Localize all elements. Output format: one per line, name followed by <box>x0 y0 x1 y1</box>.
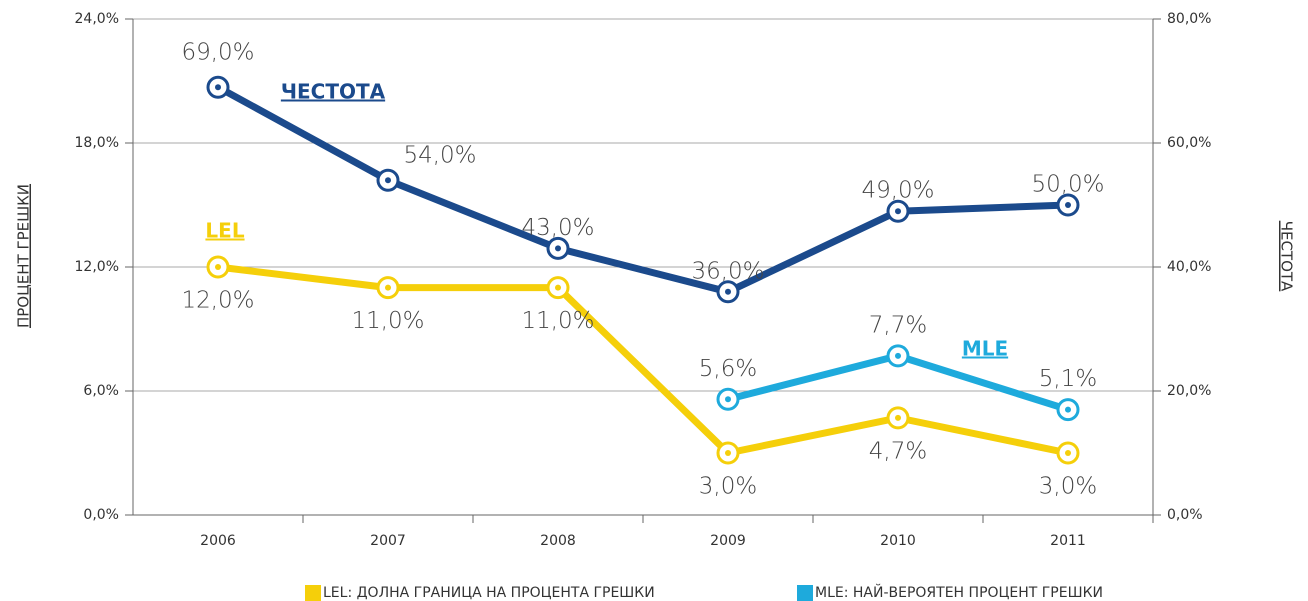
point-center <box>895 352 901 359</box>
legend-label: LEL: ДОЛНА ГРАНИЦА НА ПРОЦЕНТА ГРЕШКИ <box>323 585 655 601</box>
value-label: 36,0% <box>691 258 764 284</box>
y-axis-title: ПРОЦЕНТ ГРЕШКИ <box>15 184 33 328</box>
point-center <box>895 414 901 421</box>
y2-tick-label: 60,0% <box>1167 135 1211 151</box>
point-center <box>895 208 901 215</box>
value-label: 69,0% <box>181 40 254 66</box>
point-center <box>215 264 221 270</box>
x-tick-label: 2009 <box>710 533 746 549</box>
x-tick-label: 2008 <box>540 533 576 549</box>
value-label: 3,0% <box>1039 474 1097 500</box>
y-tick-label: 0,0% <box>83 507 119 523</box>
point-center <box>555 284 561 291</box>
x-tick-label: 2006 <box>200 533 236 549</box>
point-center <box>725 396 731 403</box>
y2-tick-label: 20,0% <box>1167 383 1211 399</box>
x-tick-label: 2010 <box>880 533 916 549</box>
y2-tick-label: 40,0% <box>1167 259 1211 275</box>
value-label: 11,0% <box>351 308 424 334</box>
y2-axis-title: ЧЕСТОТА <box>1278 221 1296 292</box>
value-label: 50,0% <box>1031 172 1104 198</box>
point-center <box>385 177 391 184</box>
y-tick-label: 12,0% <box>75 259 119 275</box>
point-center <box>215 84 221 91</box>
value-label: 5,1% <box>1039 366 1097 392</box>
series-label: ЧЕСТОТА <box>281 80 386 104</box>
value-label: 49,0% <box>861 178 934 204</box>
point-center <box>725 288 731 295</box>
y2-tick-label: 80,0% <box>1167 11 1211 27</box>
value-label: 12,0% <box>181 288 254 314</box>
series-line <box>216 84 1069 296</box>
point-center <box>1065 202 1071 208</box>
legend-swatch <box>305 585 321 601</box>
y-tick-label: 24,0% <box>75 11 119 27</box>
value-label: 54,0% <box>403 143 476 169</box>
point-center <box>1065 406 1071 413</box>
x-tick-label: 2007 <box>370 533 406 549</box>
y2-tick-label: 0,0% <box>1167 507 1203 523</box>
y-tick-label: 6,0% <box>83 383 119 399</box>
value-label: 7,7% <box>869 312 927 338</box>
legend-swatch <box>797 585 813 601</box>
point-center <box>1065 450 1071 456</box>
x-tick-label: 2011 <box>1050 533 1086 549</box>
series-line <box>217 263 1069 457</box>
value-label: 43,0% <box>521 215 594 241</box>
value-label: 5,6% <box>699 356 757 382</box>
point-center <box>725 450 731 456</box>
legend-label: MLE: НАЙ-ВЕРОЯТЕН ПРОЦЕНТ ГРЕШКИ <box>815 583 1103 601</box>
y-tick-label: 18,0% <box>75 135 119 151</box>
series-label: LEL <box>205 219 244 243</box>
value-label: 11,0% <box>521 308 594 334</box>
point-center <box>385 284 391 291</box>
value-label: 4,7% <box>869 438 927 464</box>
point-center <box>555 245 561 252</box>
value-label: 3,0% <box>699 474 757 500</box>
series-label: MLE <box>962 337 1008 361</box>
